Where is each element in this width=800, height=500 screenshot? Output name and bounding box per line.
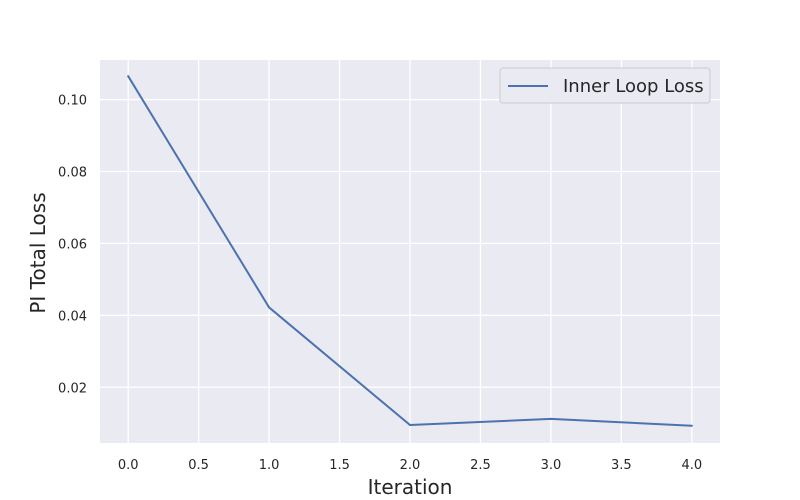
legend-box (499, 67, 711, 104)
x-tick-label: 2.0 (400, 458, 421, 473)
y-tick-labels: 0.02 0.04 0.06 0.08 0.10 (58, 94, 87, 397)
y-tick-label: 0.02 (58, 381, 87, 396)
data-point (409, 424, 411, 427)
data-point (690, 424, 693, 427)
x-tick-label: 0.0 (118, 458, 139, 473)
y-tick-label: 0.10 (58, 94, 87, 109)
x-tick-label: 2.5 (470, 458, 491, 473)
data-point (549, 417, 552, 420)
x-axis-title: Iteration (368, 475, 453, 499)
legend-label-inner-loop-loss: Inner Loop Loss (563, 76, 704, 97)
x-tick-label: 0.5 (188, 458, 209, 473)
x-tick-labels: 0.0 0.5 1.0 1.5 2.0 2.5 3.0 3.5 4.0 (118, 458, 702, 473)
y-axis-title: PI Total Loss (26, 192, 50, 313)
series-layer (127, 75, 693, 427)
data-point (268, 306, 271, 309)
y-tick-label: 0.06 (58, 237, 87, 252)
y-tick-label: 0.08 (58, 165, 87, 180)
x-tick-label: 1.5 (329, 458, 350, 473)
legend: Inner Loop Loss (499, 67, 711, 104)
x-grid-lines (127, 60, 693, 443)
x-tick-label: 1.0 (259, 458, 280, 473)
data-point (127, 75, 130, 78)
x-tick-label: 3.0 (541, 458, 562, 473)
x-tick-label: 3.5 (611, 458, 632, 473)
y-grid-lines (100, 98, 720, 388)
y-tick-label: 0.04 (58, 309, 87, 324)
x-tick-label: 4.0 (681, 458, 702, 473)
